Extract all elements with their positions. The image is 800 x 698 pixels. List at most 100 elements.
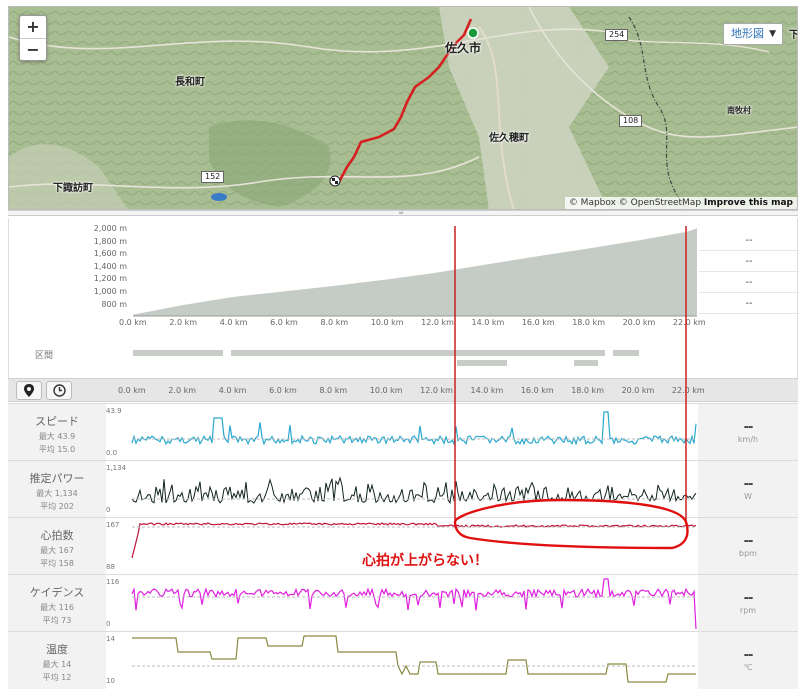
metric-axis-top: 116	[106, 578, 120, 586]
metric-name: スピード	[35, 415, 79, 428]
metric-line-chart	[132, 635, 696, 683]
metric-axis-top: 14	[106, 635, 115, 643]
metric-series-line	[131, 578, 697, 630]
toolbar-distance-tick: 18.0 km	[571, 386, 604, 395]
metric-avg: 平均 158	[40, 559, 74, 568]
elevation-tick: 1,200 m	[93, 274, 127, 284]
elevation-area	[133, 228, 697, 316]
metric-row-cadence: ケイデンス 最大 116 平均 73 116 0 -- rpm	[8, 574, 798, 632]
map-attribution: © Mapbox © OpenStreetMap Improve this ma…	[564, 197, 797, 209]
chart-toolbar: 0.0 km 2.0 km 4.0 km 6.0 km 8.0 km 10.0 km 12.…	[8, 378, 798, 402]
toolbar-distance-tick: 12.0 km	[420, 386, 453, 395]
metric-info: 推定パワー 最大 1,134 平均 202	[8, 461, 106, 518]
distance-tick: 18.0 km	[572, 318, 605, 327]
map-resize-handle[interactable]: ═	[8, 209, 798, 217]
toolbar-distance-tick: 20.0 km	[621, 386, 655, 395]
distance-tick: 14.0 km	[471, 318, 505, 327]
toolbar-distance-tick: 8.0 km	[319, 386, 348, 395]
improve-map-link[interactable]: Improve this map	[703, 198, 793, 208]
metric-line-chart	[131, 578, 697, 630]
distance-axis-button[interactable]	[16, 381, 42, 400]
metric-axis-bottom: 0.0	[106, 449, 118, 457]
metric-info: 温度 最大 14 平均 12	[8, 632, 106, 689]
time-axis-button[interactable]	[46, 381, 72, 400]
distance-tick: 10.0 km	[370, 318, 404, 327]
profile-side-value: --	[699, 272, 799, 293]
toolbar-distance-tick: 2.0 km	[168, 386, 197, 395]
place-shimonita: 下仁	[789, 30, 798, 41]
section-label: 区間	[35, 351, 54, 361]
section-bar[interactable]	[457, 360, 507, 366]
profile-side-value: --	[699, 230, 799, 251]
metric-axis-top: 167	[106, 521, 120, 529]
metric-unit: bpm	[739, 549, 757, 558]
toolbar-distance-tick: 4.0 km	[218, 386, 247, 395]
section-bar[interactable]	[133, 350, 223, 356]
metric-max: 最大 1,134	[36, 489, 78, 498]
metric-max: 最大 14	[42, 660, 72, 669]
distance-tick: 22.0 km	[672, 318, 706, 327]
metric-row-temp: 温度 最大 14 平均 12 14 10 -- ℃	[8, 631, 798, 689]
section-bar[interactable]	[231, 350, 605, 356]
zoom-control: + −	[19, 15, 47, 61]
toolbar-distance-tick: 16.0 km	[520, 386, 554, 395]
metric-unit: rpm	[739, 606, 757, 615]
metric-current: -- km/h	[698, 404, 798, 461]
metric-axis-bottom: 0	[106, 506, 111, 514]
metric-name: ケイデンス	[29, 586, 85, 599]
zoom-out-button[interactable]: −	[20, 38, 46, 60]
start-marker-icon	[467, 27, 479, 39]
zoom-in-button[interactable]: +	[26, 17, 40, 36]
section-bar[interactable]	[613, 350, 639, 356]
metric-row-speed: スピード 最大 43.9 平均 15.0 43.9 0.0 -- km/h	[8, 403, 798, 461]
metric-unit: W	[744, 492, 752, 501]
toolbar-distance-tick: 14.0 km	[470, 386, 504, 395]
metric-unit: km/h	[737, 435, 759, 444]
metric-plot[interactable]: 116 0	[106, 575, 698, 632]
distance-tick: 20.0 km	[622, 318, 656, 327]
metric-avg: 平均 202	[40, 502, 74, 511]
metric-current: -- bpm	[698, 518, 798, 575]
map-type-select[interactable]: 地形図 ▼	[723, 23, 783, 45]
metric-plot[interactable]: 1,134 0	[106, 461, 698, 518]
elevation-tick: 1,400 m	[93, 261, 127, 271]
metric-info: ケイデンス 最大 116 平均 73	[8, 575, 106, 632]
metric-axis-bottom: 10	[106, 677, 115, 685]
place-minamimaki: 南牧村	[727, 106, 751, 115]
location-pin-icon	[24, 384, 34, 397]
profile-side-value: --	[699, 293, 799, 314]
metric-current: -- ℃	[698, 632, 798, 689]
metric-line-chart	[131, 476, 697, 505]
metric-current-value: --	[743, 420, 754, 435]
clock-icon	[52, 384, 66, 397]
metric-plot[interactable]: 14 10	[106, 632, 698, 689]
metric-plot[interactable]: 43.9 0.0	[106, 404, 698, 461]
metric-current-value: --	[743, 534, 754, 549]
caret-down-icon: ▼	[769, 29, 776, 39]
metric-line-chart	[131, 411, 697, 446]
road-152: 152	[201, 171, 225, 183]
grip-icon: ═	[399, 209, 404, 217]
route-map[interactable]: + − 地形図 ▼ 下仁 佐久市 長和町 佐久穂町 下諏訪町 南牧村 254 1…	[8, 6, 798, 210]
metric-name: 心拍数	[40, 529, 74, 542]
metric-avg: 平均 15.0	[38, 445, 76, 454]
elevation-chart[interactable]	[9, 218, 799, 328]
metric-avg: 平均 73	[42, 616, 72, 625]
section-bar[interactable]	[574, 360, 598, 366]
metric-axis-bottom: 0	[106, 620, 111, 628]
elevation-tick: 1,000 m	[93, 287, 127, 296]
distance-tick: 0.0 km	[119, 318, 147, 327]
distance-tick: 16.0 km	[521, 318, 555, 327]
metric-info: スピード 最大 43.9 平均 15.0	[8, 404, 106, 461]
annotation-text: 心拍が上がらない！	[362, 553, 488, 569]
place-saku: 佐久市	[445, 41, 482, 55]
metric-axis-top: 43.9	[106, 407, 122, 415]
metric-info: 心拍数 最大 167 平均 158	[8, 518, 106, 575]
road-254: 254	[605, 29, 629, 41]
metric-current-value: --	[743, 591, 754, 606]
metric-axis-bottom: 88	[106, 563, 115, 571]
metric-row-power: 推定パワー 最大 1,134 平均 202 1,134 0 -- W	[8, 460, 798, 518]
distance-tick: 12.0 km	[421, 318, 454, 327]
metric-axis-top: 1,134	[106, 464, 127, 472]
finish-flag-icon	[329, 175, 341, 187]
